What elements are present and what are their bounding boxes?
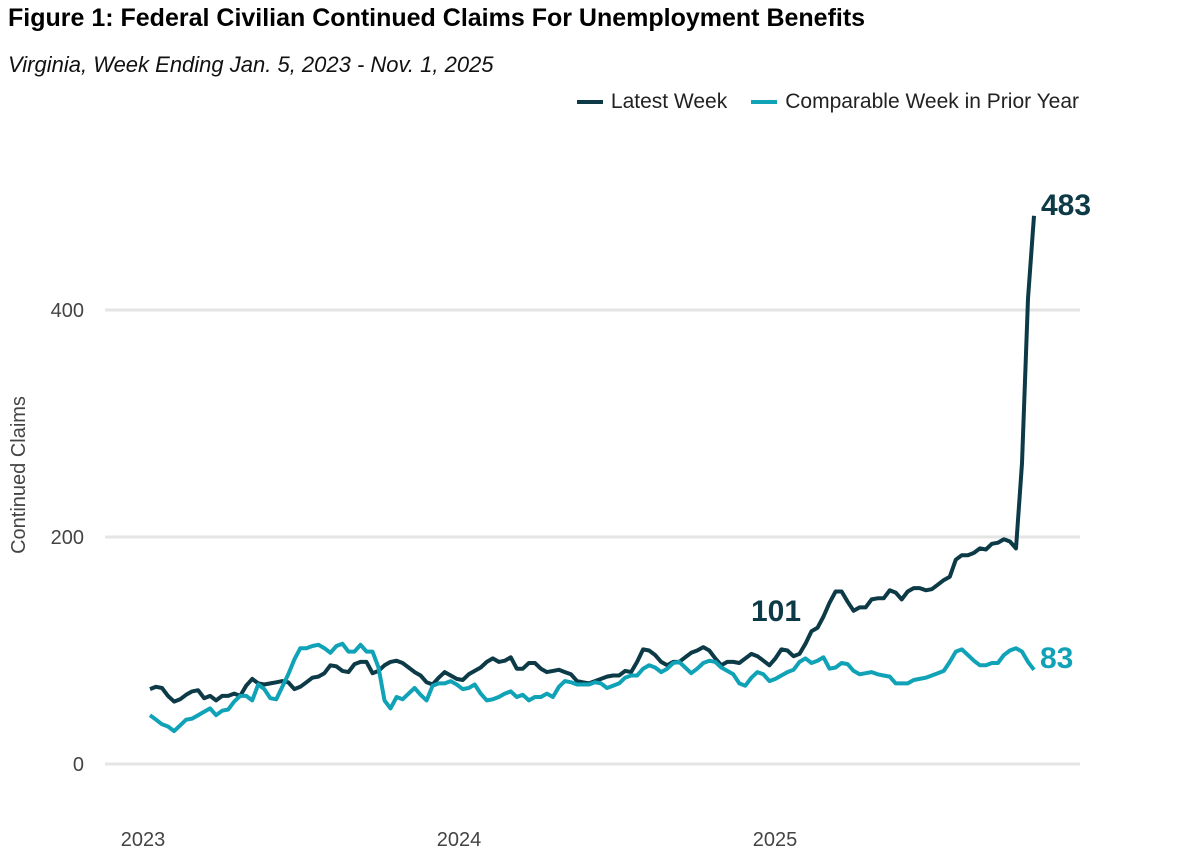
legend: Latest Week Comparable Week in Prior Yea… bbox=[563, 90, 1079, 114]
x-tick-label: 2025 bbox=[753, 829, 798, 851]
x-tick-label: 2023 bbox=[121, 829, 166, 851]
annotation-latest-end: 483 bbox=[1041, 189, 1091, 222]
chart-title: Figure 1: Federal Civilian Continued Cla… bbox=[8, 4, 866, 32]
y-axis-label: Continued Claims bbox=[8, 396, 30, 554]
legend-item-prior: Comparable Week in Prior Year bbox=[751, 90, 1079, 114]
y-tick-label: 200 bbox=[51, 527, 84, 549]
chart-subtitle: Virginia, Week Ending Jan. 5, 2023 - Nov… bbox=[8, 52, 494, 77]
x-tick-label: 2024 bbox=[437, 829, 482, 851]
legend-label-prior: Comparable Week in Prior Year bbox=[785, 90, 1079, 113]
series-line-prior-year bbox=[148, 641, 1036, 734]
legend-swatch-prior bbox=[751, 100, 778, 104]
annotation-latest-2025: 101 bbox=[751, 595, 801, 628]
legend-swatch-latest bbox=[576, 100, 603, 104]
y-tick-label: 400 bbox=[51, 300, 84, 322]
annotation-prior-end: 83 bbox=[1040, 642, 1073, 675]
legend-label-latest: Latest Week bbox=[610, 90, 728, 113]
series-line-latest-week bbox=[149, 215, 1036, 704]
legend-item-latest: Latest Week bbox=[576, 90, 728, 114]
y-tick-label: 0 bbox=[73, 754, 84, 776]
